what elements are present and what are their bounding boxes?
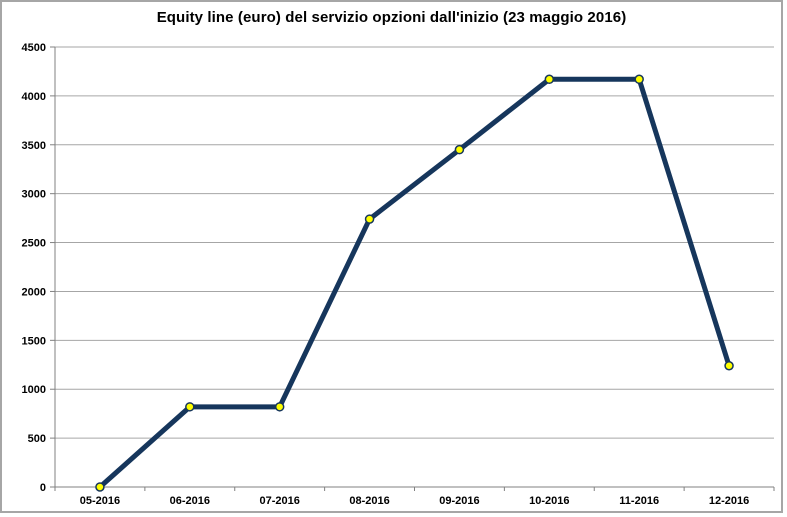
y-tick-label: 3500 bbox=[22, 140, 46, 152]
y-tick-label: 0 bbox=[40, 482, 46, 494]
y-tick-label: 3000 bbox=[22, 189, 46, 201]
chart-title: Equity line (euro) del servizio opzioni … bbox=[156, 9, 627, 26]
data-point-marker bbox=[364, 214, 375, 224]
data-point-marker bbox=[185, 402, 195, 412]
data-point-marker bbox=[454, 144, 465, 155]
y-tick-label: 500 bbox=[28, 433, 46, 445]
data-point-marker bbox=[724, 361, 734, 371]
x-tick-label: 11-2016 bbox=[619, 495, 659, 507]
equity-line-series bbox=[97, 76, 732, 490]
x-tick-label: 10-2016 bbox=[529, 495, 569, 507]
x-tick-label: 08-2016 bbox=[349, 495, 389, 507]
data-point-marker bbox=[274, 402, 285, 412]
x-tick-label: 06-2016 bbox=[170, 495, 210, 507]
x-tick-label: 07-2016 bbox=[260, 495, 300, 507]
y-tick-label: 1000 bbox=[22, 384, 46, 396]
y-tick-label: 2500 bbox=[22, 238, 46, 250]
x-tick-label: 12-2016 bbox=[709, 495, 749, 507]
y-tick-label: 1500 bbox=[22, 335, 46, 347]
y-tick-label: 2000 bbox=[22, 286, 46, 298]
data-point-marker bbox=[544, 74, 555, 85]
y-tick-label: 4000 bbox=[22, 91, 46, 103]
x-tick-label: 05-2016 bbox=[80, 495, 120, 507]
data-point-marker bbox=[95, 482, 105, 492]
data-point-marker bbox=[634, 74, 644, 85]
x-tick-label: 09-2016 bbox=[439, 495, 479, 507]
y-tick-label: 4500 bbox=[22, 42, 46, 54]
